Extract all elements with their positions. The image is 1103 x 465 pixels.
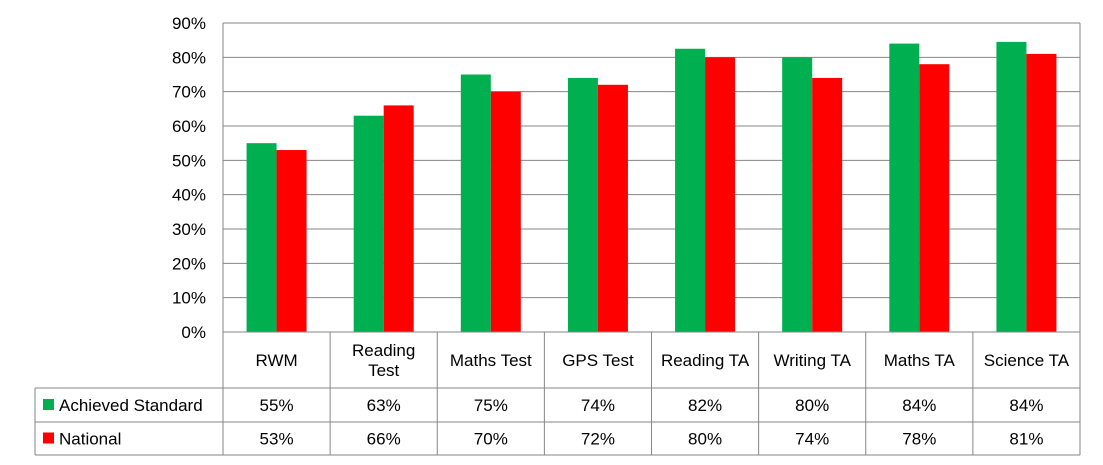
- value-label: 80%: [688, 430, 722, 449]
- category-label: GPS Test: [562, 351, 634, 370]
- bar-national: [919, 64, 950, 332]
- value-label: 82%: [688, 396, 722, 415]
- category-label: Maths TA: [884, 351, 956, 370]
- value-label: 63%: [367, 396, 401, 415]
- legend-key: [43, 399, 54, 410]
- bar-achieved: [567, 77, 598, 332]
- y-tick-label: 30%: [172, 220, 206, 239]
- y-tick-label: 80%: [172, 48, 206, 67]
- value-label: 75%: [474, 396, 508, 415]
- data-table: RWM Reading Test Maths Test GPS Test Reading …: [34, 331, 1081, 456]
- value-label: 74%: [581, 396, 615, 415]
- y-tick-label: 20%: [172, 254, 206, 273]
- y-tick-label: 50%: [172, 151, 206, 170]
- value-label: 53%: [260, 430, 294, 449]
- value-label: 74%: [795, 430, 829, 449]
- bar-achieved: [782, 57, 813, 332]
- bar-achieved: [246, 143, 277, 332]
- value-label: 80%: [795, 396, 829, 415]
- y-axis-ticks: 0% 10% 20% 30% 40% 50% 60% 70% 80% 90%: [172, 14, 206, 342]
- category-label: Maths Test: [450, 351, 532, 370]
- y-tick-label: 10%: [172, 289, 206, 308]
- bar-achieved: [460, 74, 491, 332]
- value-label: 70%: [474, 430, 508, 449]
- bar-national: [705, 57, 736, 332]
- value-label: 84%: [1009, 396, 1043, 415]
- category-label: RWM: [255, 351, 297, 370]
- gridlines: [222, 22, 1081, 333]
- bars: [246, 41, 1057, 333]
- bar-achieved: [996, 41, 1027, 333]
- bar-national: [276, 150, 307, 332]
- y-tick-label: 90%: [172, 14, 206, 33]
- bar-national: [1026, 53, 1057, 333]
- category-label: Reading Test: [352, 341, 415, 380]
- bar-national: [812, 77, 843, 332]
- bar-achieved: [353, 115, 384, 332]
- bar-national: [597, 84, 628, 332]
- y-tick-label: 60%: [172, 117, 206, 136]
- value-label: 78%: [902, 430, 936, 449]
- bar-achieved: [675, 48, 706, 332]
- category-label: Reading TA: [661, 351, 750, 370]
- value-label: 81%: [1009, 430, 1043, 449]
- value-label: 55%: [260, 396, 294, 415]
- legend-key: [43, 432, 54, 444]
- bar-national: [383, 105, 414, 333]
- category-label: Science TA: [984, 351, 1070, 370]
- y-tick-label: 40%: [172, 186, 206, 205]
- series-name: Achieved Standard: [59, 396, 203, 415]
- series-name: National: [59, 430, 121, 449]
- bar-national: [490, 91, 521, 333]
- value-label: 66%: [367, 430, 401, 449]
- category-label: Writing TA: [773, 351, 851, 370]
- value-label: 72%: [581, 430, 615, 449]
- bar-achieved: [889, 43, 920, 332]
- y-tick-label: 0%: [181, 323, 206, 342]
- y-tick-label: 70%: [172, 83, 206, 102]
- value-label: 84%: [902, 396, 936, 415]
